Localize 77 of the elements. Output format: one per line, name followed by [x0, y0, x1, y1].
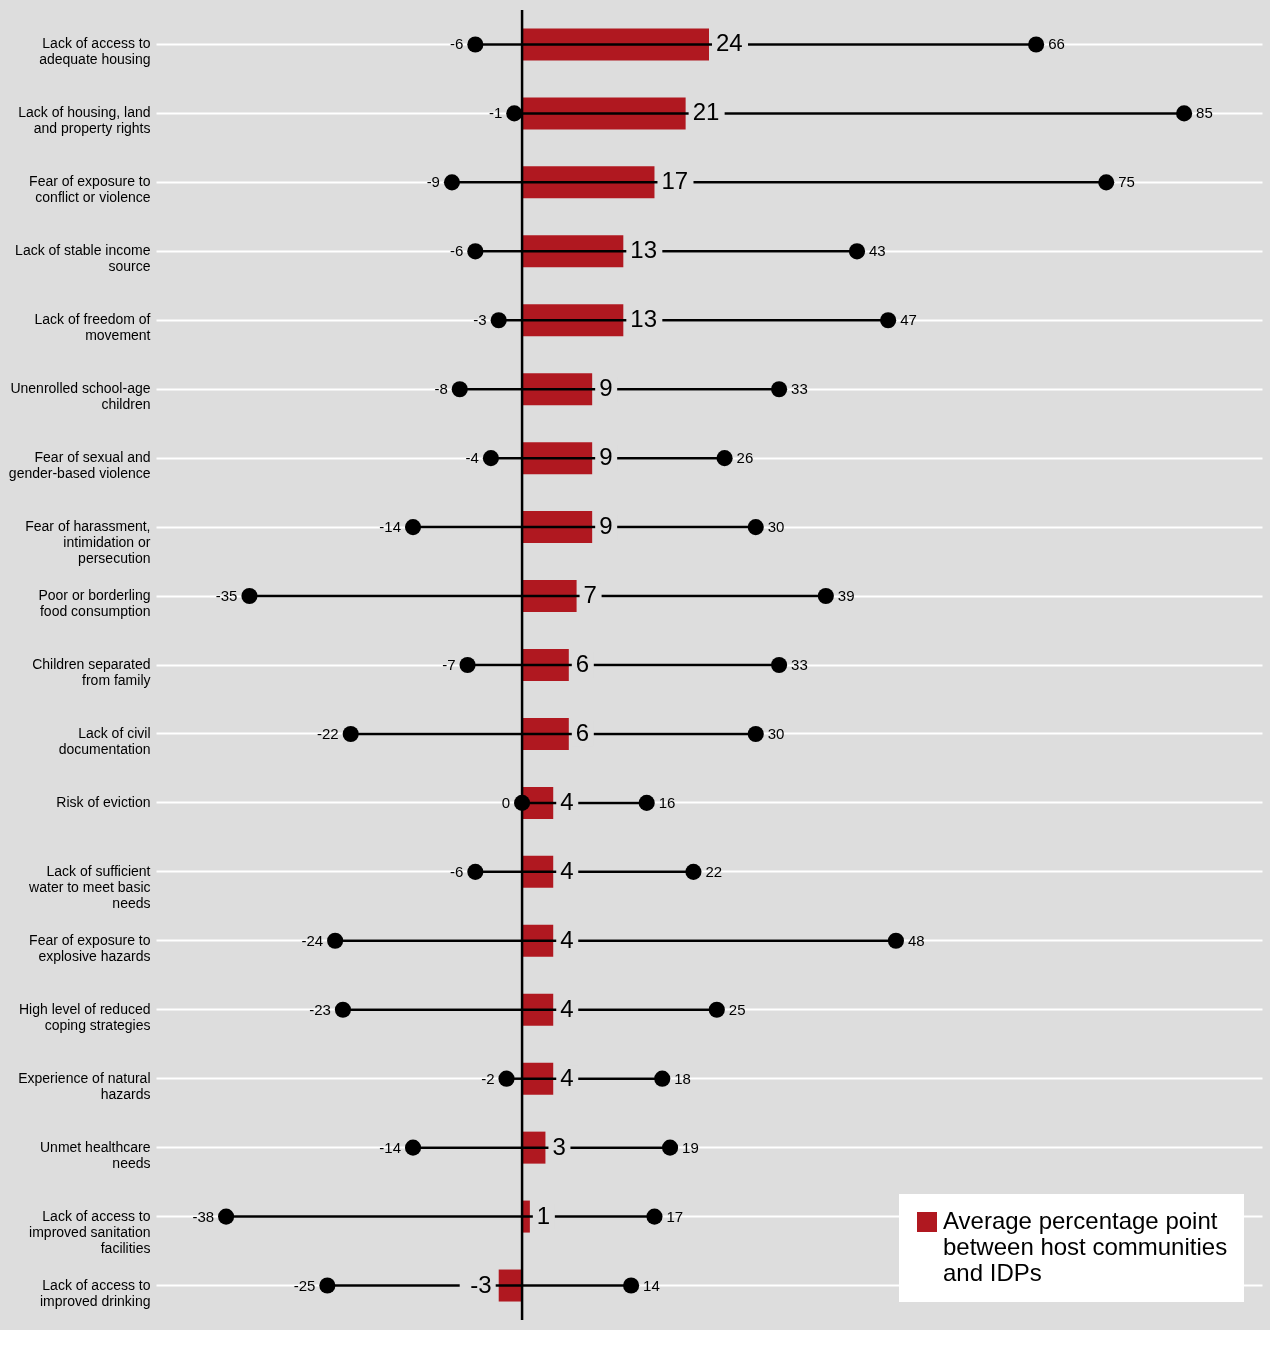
- data-label: 19: [682, 1138, 699, 1156]
- data-label: 4: [560, 994, 574, 1022]
- data-label: 13: [630, 236, 658, 264]
- y-tick-label: Poor or borderling food consumption: [38, 587, 151, 620]
- data-label: 14: [643, 1276, 660, 1294]
- data-label: 6: [575, 650, 590, 677]
- y-tick-label: High level of reduced coping strategies: [18, 1000, 151, 1033]
- data-label: -7: [442, 656, 456, 673]
- data-label: -6: [449, 862, 464, 880]
- y-tick-label: Lack of access to improved drinking: [40, 1276, 151, 1309]
- data-label: 75: [1118, 173, 1135, 191]
- y-tick-label: Experience of natural hazards: [18, 1069, 151, 1102]
- data-label: 1: [536, 1201, 551, 1229]
- data-label: 6: [575, 718, 590, 746]
- y-tick-label: Fear of harassment, intimidation or persecution: [25, 518, 151, 567]
- data-label: 21: [692, 98, 720, 126]
- y-tick-label: Unmet healthcare needs: [39, 1138, 151, 1171]
- data-label: 0: [501, 793, 511, 811]
- data-label: -3: [473, 311, 487, 329]
- y-tick-label: Lack of civil documentation: [58, 724, 151, 757]
- data-label: 39: [837, 587, 855, 605]
- y-tick-label: Lack of housing, land and property rights: [18, 104, 151, 137]
- data-label: -24: [301, 931, 324, 949]
- data-label: 48: [907, 931, 925, 949]
- data-label: 3: [552, 1132, 566, 1160]
- y-tick-label: Lack of access to adequate housing: [39, 35, 151, 68]
- y-tick-label: Fear of exposure to explosive hazards: [29, 931, 151, 964]
- data-label: 47: [900, 311, 917, 329]
- data-label: 4: [560, 925, 574, 953]
- y-tick-label: Children separated from family: [32, 656, 151, 688]
- data-label: 26: [736, 449, 754, 467]
- data-label: -22: [317, 724, 339, 742]
- y-tick-label: Lack of sufficient water to meet basic needs: [28, 862, 151, 911]
- data-label: 43: [868, 242, 886, 260]
- legend-label: Average percentage point between host communities and IDPs: [943, 1207, 1228, 1286]
- data-label: -14: [379, 1138, 402, 1156]
- data-label: -9: [426, 173, 440, 191]
- data-label: -8: [434, 380, 448, 398]
- data-label: 16: [658, 793, 676, 811]
- data-label: -6: [449, 35, 464, 53]
- data-label: 13: [630, 305, 658, 333]
- data-label: 85: [1196, 104, 1213, 122]
- data-label: -2: [481, 1069, 495, 1087]
- data-label: -25: [293, 1276, 316, 1294]
- data-label: 7: [583, 581, 597, 609]
- y-tick-label: Risk of eviction: [56, 793, 151, 810]
- data-label: 9: [599, 374, 613, 402]
- y-tick-label: Lack of stable income source: [15, 242, 151, 275]
- data-label: 17: [661, 167, 689, 195]
- data-label: 33: [791, 656, 808, 673]
- data-label: 30: [767, 518, 785, 536]
- data-label: 4: [560, 787, 574, 815]
- y-tick-label: Fear of sexual and gender-based violence: [8, 449, 151, 482]
- data-label: 33: [791, 380, 808, 398]
- y-tick-label: Unenrolled school-age children: [10, 380, 151, 413]
- data-label: 18: [674, 1069, 691, 1087]
- data-label: 4: [560, 1063, 574, 1091]
- data-label: 4: [560, 856, 574, 884]
- y-tick-label: Fear of exposure to conflict or violence: [29, 173, 151, 206]
- y-tick-label: Lack of access to improved sanitation facilities: [29, 1207, 151, 1256]
- data-label: 22: [705, 862, 723, 880]
- data-label: 9: [599, 512, 613, 540]
- data-label: -23: [309, 1000, 331, 1018]
- data-label: 9: [599, 443, 613, 471]
- data-label: 66: [1048, 35, 1065, 53]
- data-label: 17: [666, 1207, 684, 1225]
- data-label: -35: [215, 587, 238, 605]
- data-label: 25: [728, 1000, 746, 1018]
- data-label: -3: [470, 1270, 492, 1298]
- data-label: -1: [488, 104, 503, 122]
- y-tick-label: Lack of freedom of movement: [34, 311, 151, 344]
- data-label: -6: [449, 242, 464, 260]
- data-label: 24: [716, 29, 743, 57]
- data-label: -38: [192, 1207, 215, 1225]
- data-label: -4: [465, 449, 479, 467]
- data-label: -14: [379, 518, 402, 536]
- data-label: 30: [767, 724, 785, 742]
